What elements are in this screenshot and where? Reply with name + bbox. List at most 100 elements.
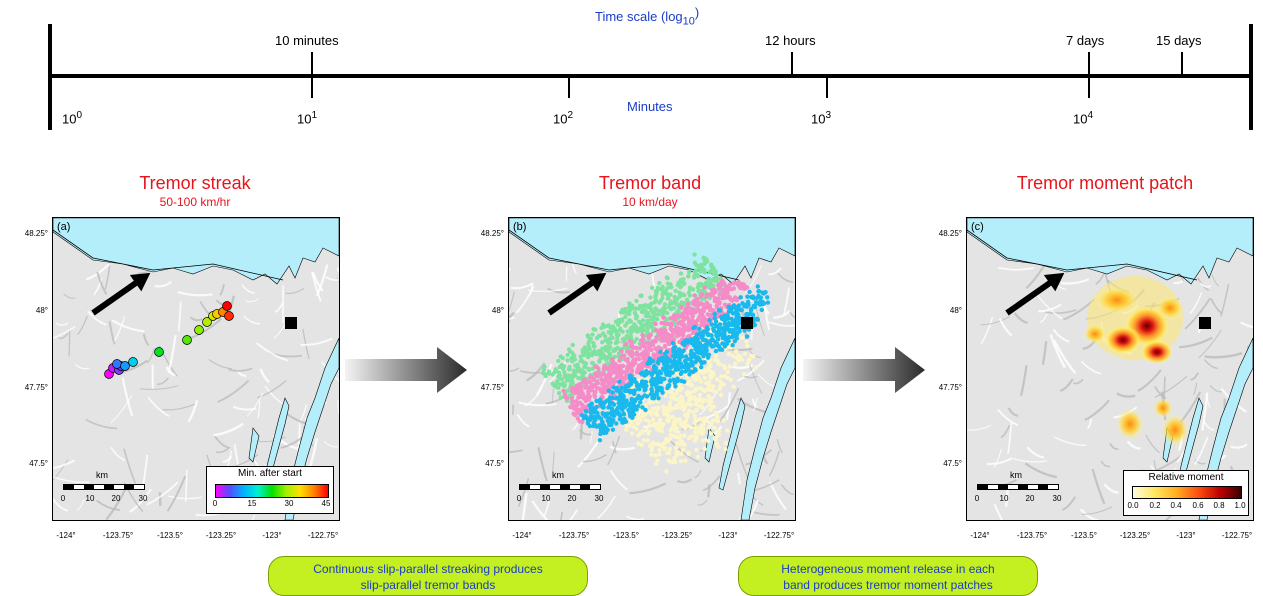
band-point bbox=[702, 350, 707, 355]
band-point bbox=[631, 328, 636, 333]
band-point bbox=[594, 364, 599, 369]
band-point bbox=[708, 431, 714, 436]
band-point bbox=[692, 367, 698, 372]
band-point bbox=[645, 438, 650, 443]
band-point bbox=[667, 408, 672, 413]
band-point bbox=[700, 399, 705, 404]
band-point bbox=[712, 436, 717, 441]
band-point bbox=[688, 363, 693, 368]
band-point bbox=[656, 353, 661, 358]
band-point bbox=[671, 337, 677, 342]
band-point bbox=[587, 367, 592, 372]
band-point bbox=[684, 327, 689, 332]
panel-b-scalebar: km 0 10 20 30 bbox=[516, 470, 604, 503]
timeline: Time scale (log10) 10 minutes 12 hours 7… bbox=[0, 0, 1263, 135]
band-point bbox=[607, 371, 612, 376]
band-point bbox=[709, 322, 714, 327]
band-point bbox=[663, 363, 668, 368]
band-point bbox=[624, 333, 630, 338]
band-point bbox=[584, 409, 589, 414]
band-point bbox=[691, 410, 696, 415]
band-point bbox=[680, 447, 686, 452]
band-point bbox=[594, 398, 599, 404]
streak-point bbox=[182, 335, 192, 345]
band-point bbox=[692, 308, 697, 313]
band-point bbox=[733, 309, 739, 314]
band-point bbox=[632, 322, 637, 327]
band-point bbox=[640, 332, 645, 338]
band-point bbox=[578, 354, 583, 359]
band-point bbox=[678, 371, 684, 377]
band-point bbox=[683, 418, 688, 424]
band-point bbox=[640, 318, 646, 323]
band-point bbox=[655, 312, 661, 317]
caption-streaking: Continuous slip-parallel streaking produ… bbox=[268, 556, 588, 596]
band-point bbox=[694, 447, 699, 453]
timeline-left-end bbox=[48, 24, 52, 130]
band-point bbox=[602, 333, 608, 339]
band-point bbox=[657, 447, 662, 453]
band-point bbox=[656, 396, 661, 401]
map-c-arrow bbox=[1005, 272, 1065, 316]
band-point bbox=[589, 353, 595, 358]
band-point bbox=[609, 395, 614, 400]
band-point bbox=[675, 296, 680, 301]
band-point bbox=[626, 408, 631, 413]
band-point bbox=[701, 354, 706, 359]
band-point bbox=[669, 363, 675, 369]
band-point bbox=[636, 363, 642, 369]
band-point bbox=[741, 371, 747, 377]
band-point bbox=[713, 348, 719, 354]
band-point bbox=[726, 344, 731, 350]
band-point bbox=[650, 358, 656, 364]
band-point bbox=[635, 421, 641, 426]
map-a-coast-line bbox=[53, 229, 284, 281]
band-point bbox=[721, 418, 726, 423]
band-point bbox=[711, 326, 716, 331]
band-point bbox=[591, 361, 596, 366]
band-point bbox=[706, 276, 711, 281]
band-point bbox=[693, 360, 698, 365]
band-point bbox=[732, 280, 737, 285]
band-point bbox=[695, 273, 701, 278]
band-point bbox=[734, 336, 739, 341]
band-point bbox=[692, 293, 697, 298]
band-point bbox=[717, 386, 722, 391]
event-label-7-days: 7 days bbox=[1066, 33, 1105, 48]
band-point bbox=[678, 459, 684, 464]
band-point bbox=[722, 366, 728, 371]
band-point bbox=[612, 377, 617, 382]
band-point bbox=[654, 317, 660, 322]
band-point bbox=[561, 381, 567, 386]
panel-c-scalebar: km 0 10 20 30 bbox=[974, 470, 1062, 503]
band-point bbox=[624, 383, 629, 389]
band-point bbox=[619, 349, 624, 354]
band-point bbox=[706, 352, 712, 357]
band-point bbox=[733, 361, 738, 367]
band-point bbox=[562, 369, 567, 375]
band-point bbox=[630, 303, 635, 308]
band-point bbox=[685, 357, 690, 362]
band-point bbox=[634, 345, 639, 351]
map-a-svg bbox=[53, 218, 339, 520]
band-point bbox=[754, 295, 760, 301]
band-point bbox=[686, 274, 691, 279]
band-point bbox=[742, 304, 747, 309]
band-point bbox=[640, 329, 645, 334]
band-point bbox=[699, 365, 704, 370]
band-point bbox=[640, 342, 645, 347]
band-point bbox=[682, 315, 688, 320]
event-tick-15-days bbox=[1181, 52, 1183, 76]
band-point bbox=[687, 379, 692, 384]
band-point bbox=[689, 390, 694, 395]
band-point bbox=[709, 263, 714, 268]
band-point bbox=[653, 298, 659, 303]
band-point bbox=[668, 432, 673, 438]
band-point bbox=[636, 356, 642, 362]
streak-point bbox=[224, 311, 234, 321]
band-point bbox=[727, 283, 732, 289]
band-point bbox=[723, 441, 729, 446]
band-point bbox=[726, 321, 732, 326]
band-point bbox=[591, 377, 596, 383]
band-point bbox=[716, 301, 722, 306]
